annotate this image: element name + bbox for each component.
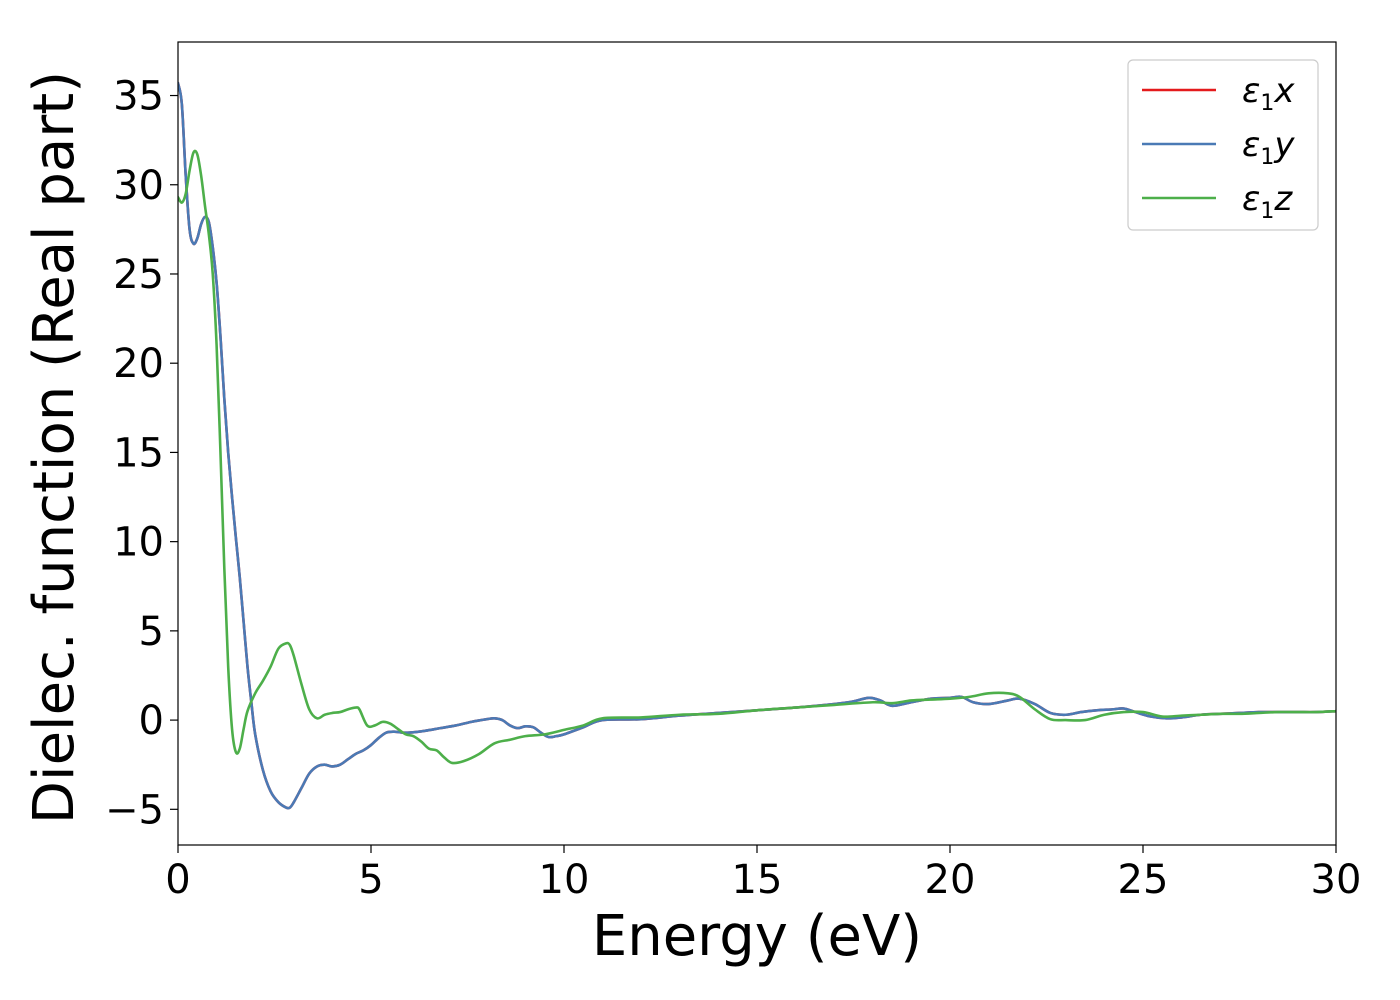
x-tick-label: 30 — [1311, 857, 1362, 903]
series-layer — [178, 81, 1336, 810]
y-tick-label: 10 — [113, 520, 164, 566]
x-tick-label: 5 — [358, 857, 383, 903]
x-tick-label: 20 — [925, 857, 976, 903]
series-line-y — [178, 81, 1336, 810]
y-tick-label: 20 — [113, 341, 164, 387]
x-tick-label: 25 — [1118, 857, 1169, 903]
legend-label-z: ε1z — [1242, 179, 1293, 224]
y-tick-label: 5 — [139, 609, 164, 655]
y-tick-label: 15 — [113, 430, 164, 476]
y-tick-label: 0 — [139, 698, 164, 744]
x-tick-label: 10 — [539, 857, 590, 903]
x-tick-label: 15 — [732, 857, 783, 903]
legend: ε1x ε1y ε1z — [1127, 59, 1319, 231]
y-tick-label: 25 — [113, 252, 164, 298]
y-tick-label: 30 — [113, 163, 164, 209]
y-axis-ticks: −5 0 5 10 15 20 25 30 35 — [105, 74, 178, 833]
y-tick-label: −5 — [105, 787, 164, 833]
x-axis-ticks: 0 5 10 15 20 25 30 — [165, 845, 1361, 903]
x-axis-label: Energy (eV) — [592, 904, 922, 969]
series-line-z — [178, 149, 1336, 765]
y-tick-label: 35 — [113, 74, 164, 120]
y-axis-label: Dielec. function (Real part) — [22, 71, 87, 824]
legend-box — [1127, 59, 1319, 231]
legend-label-y: ε1y — [1242, 125, 1295, 170]
legend-label-x: ε1x — [1242, 71, 1295, 116]
x-tick-label: 0 — [165, 857, 190, 903]
